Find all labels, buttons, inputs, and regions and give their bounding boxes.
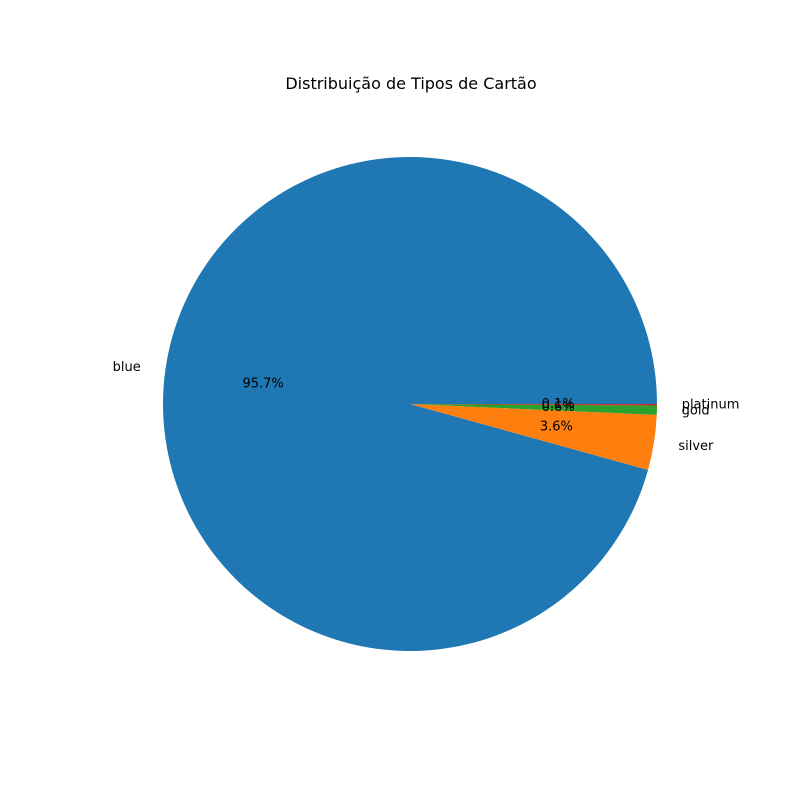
pie-slices <box>162 156 657 651</box>
slice-label-blue: blue <box>113 360 141 375</box>
percent-label-platinum: 0.1% <box>542 397 575 412</box>
percent-label-silver: 3.6% <box>540 420 573 435</box>
slice-label-gold: gold <box>682 403 710 418</box>
slice-label-silver: silver <box>678 439 714 454</box>
percent-labels: 95.7% 3.6% 0.6%0.1% <box>242 377 574 435</box>
slice-label-platinum: platinum <box>682 397 740 412</box>
percent-label-gold: 0.6% <box>542 400 575 415</box>
percent-label-blue: 95.7% <box>242 377 283 392</box>
pie-slice-gold <box>410 404 657 415</box>
pie-slice-platinum <box>410 404 657 406</box>
pie-slice-silver <box>410 404 657 470</box>
chart-title: Distribuição de Tipos de Cartão <box>285 74 536 93</box>
